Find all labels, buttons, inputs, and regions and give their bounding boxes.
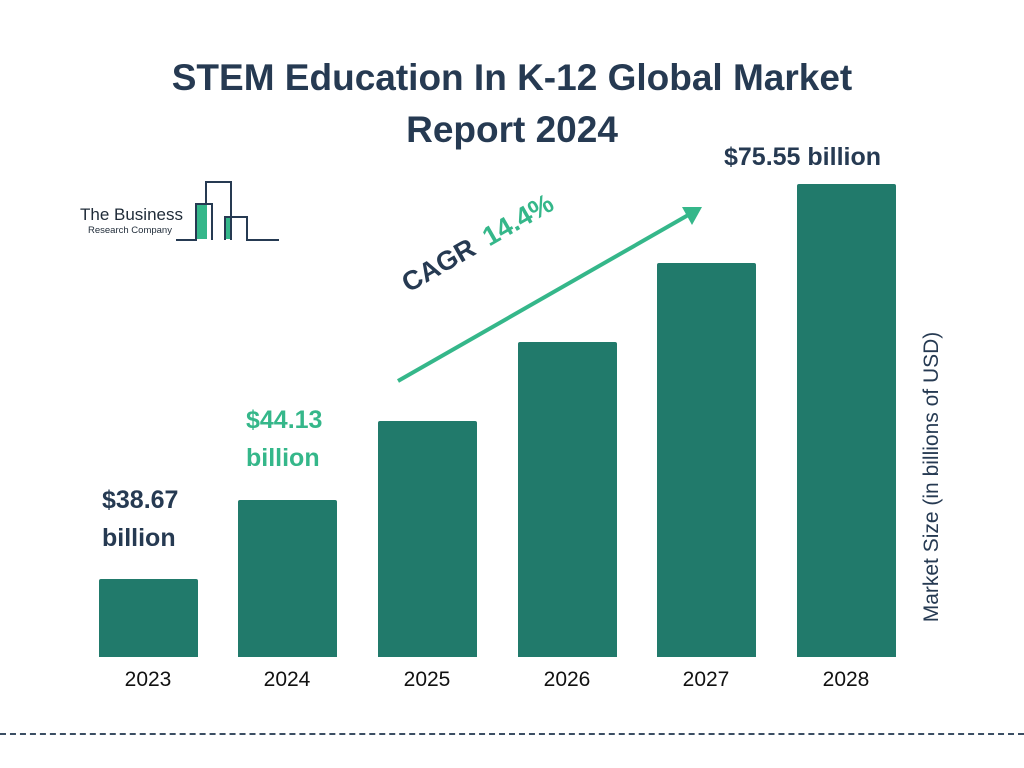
y-axis-label: Market Size (in billions of USD) xyxy=(920,331,943,623)
bar-2024 xyxy=(238,500,337,657)
value-label-2023: $38.67 billion xyxy=(102,481,178,557)
company-logo: The Business Research Company xyxy=(78,180,283,244)
logo-text-primary: The Business xyxy=(80,205,183,224)
x-tick-2028: 2028 xyxy=(822,668,870,691)
value-label-2024: $44.13 billion xyxy=(246,401,322,477)
bar-2025 xyxy=(378,421,477,657)
footer-divider xyxy=(0,733,1024,735)
value-label-2023-amount: $38.67 xyxy=(102,486,179,514)
x-tick-2026: 2026 xyxy=(543,668,591,691)
title-line-1: STEM Education In K-12 Global Market xyxy=(171,57,853,98)
value-label-2024-amount: $44.13 xyxy=(246,406,323,434)
buildings-bar-logo-icon xyxy=(176,181,279,241)
value-label-2028: $75.55 billion xyxy=(724,143,882,171)
bar-2023 xyxy=(99,579,198,657)
x-tick-2024: 2024 xyxy=(263,668,311,691)
logo-text-secondary: Research Company xyxy=(88,225,172,236)
bar-2027 xyxy=(657,263,756,657)
x-tick-2023: 2023 xyxy=(124,668,172,691)
x-tick-2025: 2025 xyxy=(403,668,451,691)
value-label-2023-unit: billion xyxy=(102,524,176,552)
bar-2028 xyxy=(797,184,896,657)
title-line-2: Report 2024 xyxy=(406,109,618,150)
bar-2026 xyxy=(518,342,617,657)
chart-title: STEM Education In K-12 Global Market Rep… xyxy=(0,52,1024,156)
x-tick-2027: 2027 xyxy=(682,668,730,691)
value-label-2024-unit: billion xyxy=(246,444,320,472)
